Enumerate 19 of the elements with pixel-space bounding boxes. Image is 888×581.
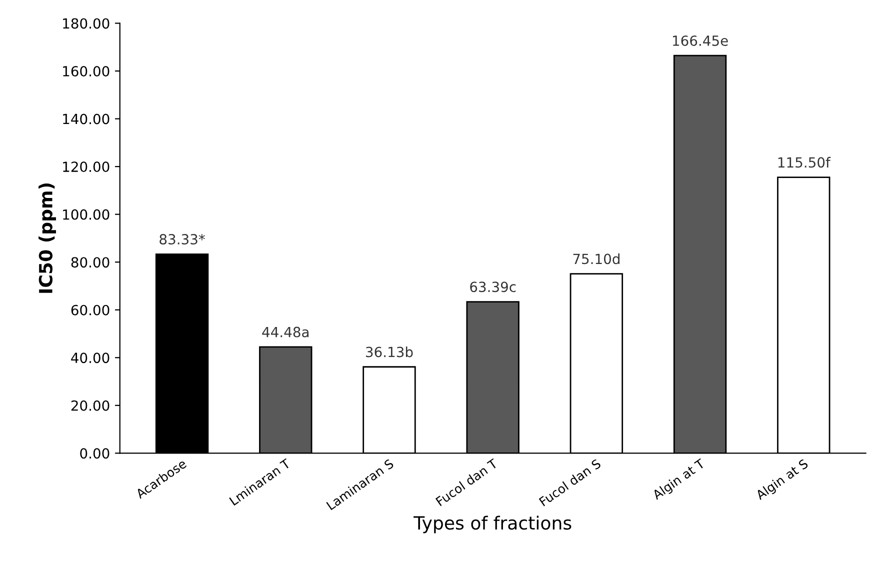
data-label: 63.39c bbox=[470, 282, 516, 292]
y-axis-title: IC50 (ppm) bbox=[38, 183, 56, 293]
data-label: 83.33* bbox=[160, 234, 205, 245]
y-tick-label: 160.00 bbox=[63, 66, 110, 76]
y-tick-label: 60.00 bbox=[71, 304, 110, 316]
y-tick-label: 80.00 bbox=[71, 257, 110, 268]
data-label: 44.48a bbox=[262, 326, 309, 338]
data-label: 115.50f bbox=[778, 156, 831, 168]
y-tick-label: 140.00 bbox=[63, 114, 110, 124]
y-tick-label: 40.00 bbox=[71, 352, 110, 364]
data-label: 36.13b bbox=[366, 346, 413, 358]
data-label: 166.45e bbox=[672, 35, 728, 46]
y-tick-label: 120.00 bbox=[63, 162, 110, 172]
y-tick-label: 0.00 bbox=[80, 448, 110, 459]
data-label: 75.10d bbox=[573, 253, 620, 264]
y-tick-label: 20.00 bbox=[71, 400, 110, 411]
y-tick-label: 180.00 bbox=[63, 18, 110, 29]
x-axis-title: Types of fractions bbox=[414, 516, 572, 534]
y-tick-label: 100.00 bbox=[63, 209, 110, 220]
